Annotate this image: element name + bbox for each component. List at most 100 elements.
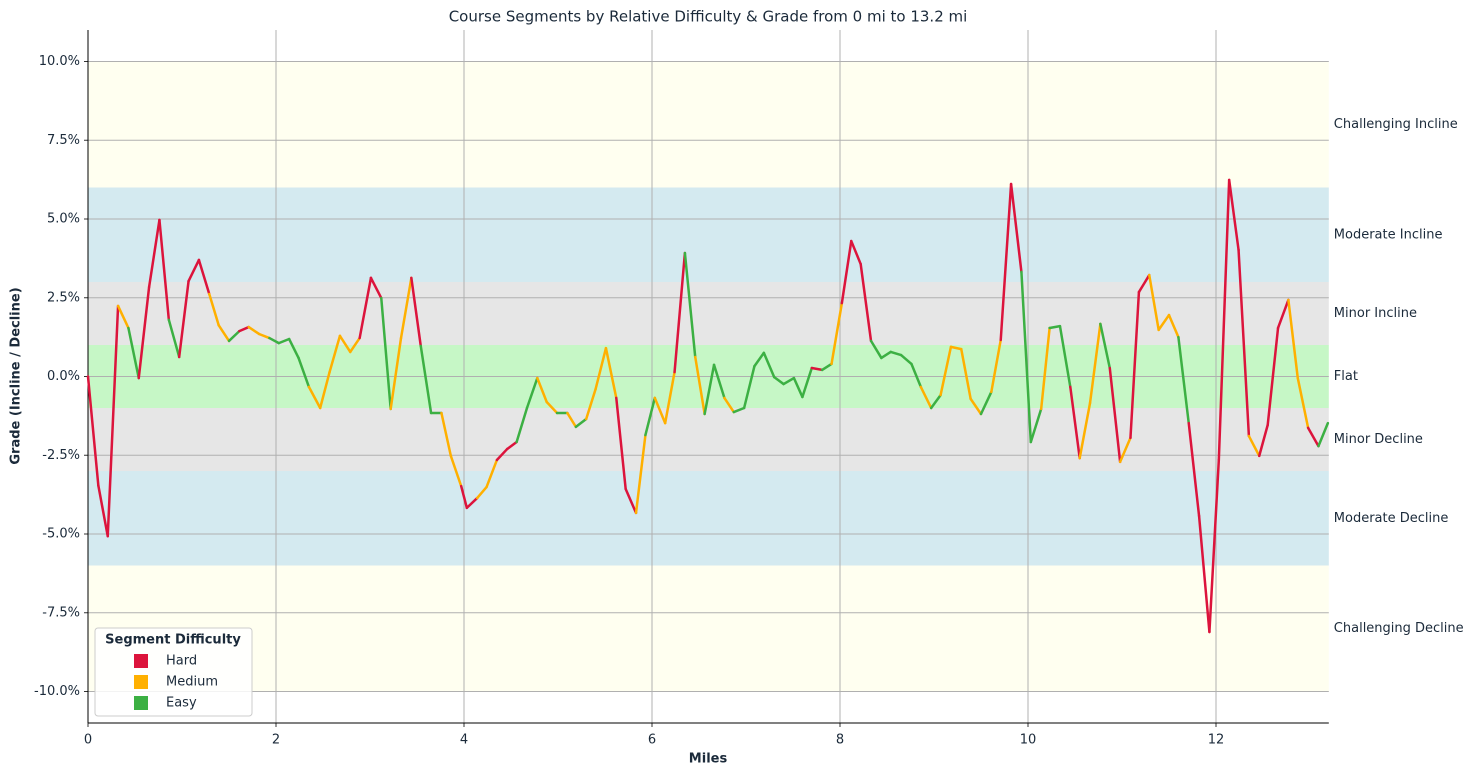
course-segment — [1099, 322, 1112, 370]
course-segment — [525, 376, 539, 410]
course-segment — [673, 251, 687, 374]
x-axis-label: Miles — [689, 752, 728, 767]
course-segment — [840, 239, 853, 305]
course-segment — [208, 292, 220, 327]
legend-title: Segment Difficulty — [105, 633, 241, 648]
course-segment — [97, 484, 109, 538]
course-segment — [419, 344, 433, 415]
course-segment — [257, 332, 271, 340]
course-segment — [475, 485, 488, 500]
course-segment — [116, 304, 130, 330]
legend-swatch — [134, 696, 148, 710]
difficulty-band — [88, 187, 1329, 282]
course-segment — [277, 337, 291, 345]
course-segment — [106, 304, 120, 538]
course-segment — [1197, 514, 1211, 634]
course-segment — [268, 336, 281, 345]
course-segment — [449, 454, 463, 488]
course-segment — [772, 375, 785, 386]
course-segment — [1157, 313, 1171, 332]
course-segment — [465, 496, 479, 510]
difficulty-band — [88, 61, 1329, 188]
course-segment — [536, 376, 548, 404]
course-segment — [515, 406, 529, 444]
x-tick-label: 8 — [836, 733, 844, 748]
course-segment — [227, 329, 241, 343]
course-segment — [663, 370, 676, 425]
difficulty-band — [88, 408, 1329, 471]
course-segment — [177, 279, 190, 359]
x-tick-label: 4 — [460, 733, 468, 748]
course-segment — [495, 447, 509, 462]
y-tick-label: 10.0% — [39, 54, 80, 69]
course-segment — [712, 363, 726, 400]
band-label: Challenging Decline — [1334, 621, 1464, 636]
y-tick-label: -5.0% — [42, 527, 80, 542]
course-segment — [505, 440, 518, 451]
x-tick-label: 12 — [1208, 733, 1225, 748]
legend-label: Medium — [166, 675, 218, 690]
course-segment — [1317, 421, 1330, 448]
course-segment — [158, 218, 171, 322]
course-segment — [634, 433, 647, 515]
course-segment — [440, 411, 453, 458]
course-segment — [869, 339, 883, 360]
band-label: Minor Decline — [1334, 432, 1423, 447]
course-segment — [358, 276, 373, 340]
course-segment — [389, 336, 403, 411]
course-segment — [167, 318, 181, 359]
course-segment — [615, 396, 627, 491]
course-segment — [899, 353, 913, 366]
course-segment — [732, 406, 746, 414]
course-segment — [127, 326, 141, 380]
band-label: Minor Incline — [1334, 306, 1417, 321]
course-segment — [929, 393, 942, 410]
course-segment — [820, 362, 833, 372]
difficulty-band — [88, 565, 1329, 692]
course-segment — [810, 366, 824, 372]
course-segment — [369, 276, 383, 300]
course-segment — [653, 396, 667, 425]
difficulty-band — [88, 282, 1329, 345]
course-segment — [328, 334, 342, 374]
course-segment — [1257, 423, 1269, 458]
course-segment — [644, 396, 657, 437]
x-tick-label: 6 — [648, 733, 656, 748]
course-segment — [801, 366, 814, 399]
course-segment — [1020, 270, 1033, 444]
course-segment — [545, 400, 559, 415]
course-segment — [1177, 335, 1190, 425]
course-segment — [1029, 407, 1043, 444]
course-segment — [247, 325, 261, 336]
course-segment — [86, 375, 100, 487]
legend-box — [94, 627, 253, 717]
course-segment — [1217, 178, 1231, 462]
course-segment — [187, 258, 201, 283]
course-segment — [197, 258, 211, 296]
course-segment — [1129, 290, 1141, 440]
course-segment — [693, 355, 706, 416]
course-segment — [1058, 324, 1072, 389]
y-tick-label: -7.5% — [42, 605, 80, 620]
course-segment — [1088, 322, 1102, 405]
course-segment — [459, 484, 469, 510]
course-segment — [1078, 401, 1092, 460]
course-segment — [1137, 273, 1151, 294]
course-segment — [919, 385, 933, 410]
x-tick-label: 2 — [272, 733, 280, 748]
band-label: Flat — [1334, 369, 1358, 384]
course-segment — [1227, 178, 1240, 252]
chart-title: Course Segments by Relative Difficulty &… — [449, 8, 968, 26]
x-tick-label: 10 — [1020, 733, 1037, 748]
course-segment — [318, 370, 331, 410]
course-segment — [979, 390, 993, 416]
course-segment — [1208, 458, 1221, 634]
course-segment — [723, 396, 736, 414]
course-segment — [1296, 376, 1310, 430]
course-segment — [399, 276, 413, 340]
course-segment — [1108, 366, 1122, 464]
course-segment — [762, 351, 776, 379]
course-segment — [485, 458, 499, 489]
y-tick-label: -10.0% — [34, 684, 80, 699]
course-segment — [1118, 436, 1132, 464]
